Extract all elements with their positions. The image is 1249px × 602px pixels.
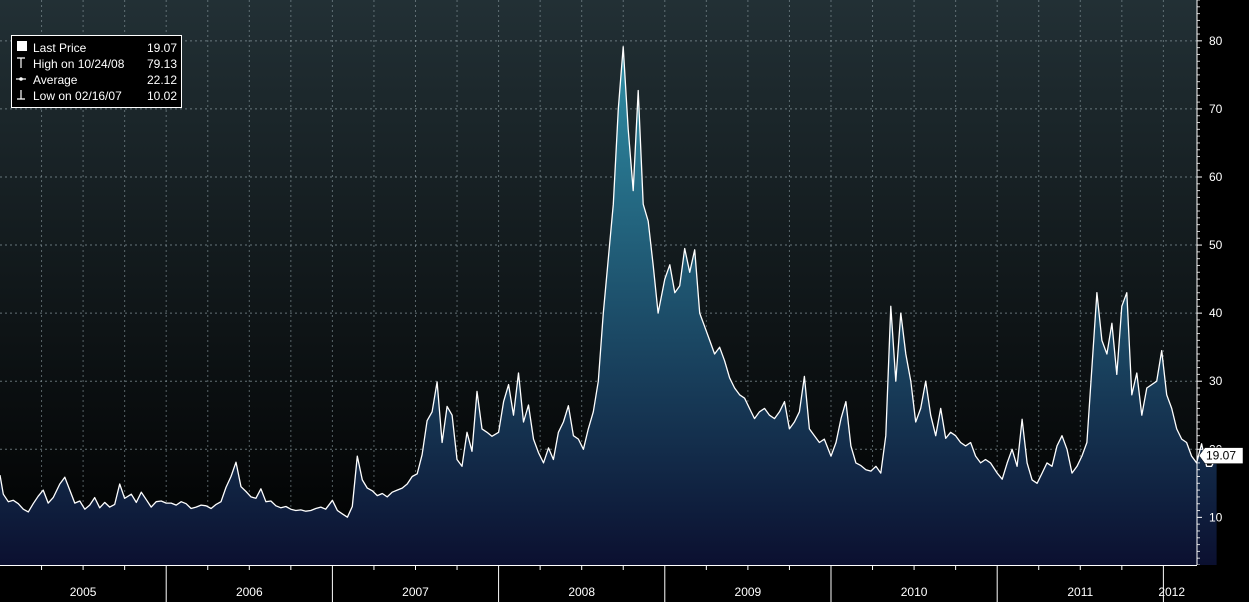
legend-value: 10.02	[147, 89, 177, 103]
x-tick-label: 2009	[735, 585, 762, 599]
series	[0, 46, 1218, 566]
legend-label: Low on 02/16/07	[33, 89, 122, 103]
x-tick-label: 2011	[1067, 585, 1093, 599]
y-tick-label: 10	[1209, 510, 1223, 524]
x-axis-band	[0, 565, 1249, 602]
x-tick-label: 2012	[1158, 585, 1185, 599]
y-tick-label: 60	[1209, 170, 1223, 184]
series-area	[0, 46, 1217, 566]
last-price-tag	[1198, 447, 1244, 464]
series-line	[0, 46, 1218, 518]
x-tick-label: 2010	[901, 585, 928, 599]
x-tick-label: 2006	[236, 585, 263, 599]
y-tick-label: 80	[1209, 34, 1223, 48]
y-tick-label: 40	[1209, 306, 1223, 320]
legend-value: 19.07	[147, 41, 177, 55]
y-tick-label: 50	[1209, 238, 1223, 252]
x-tick-label: 2007	[402, 585, 429, 599]
y-tick-label: 30	[1209, 374, 1223, 388]
legend-value: 22.12	[147, 73, 177, 87]
high-marker-icon	[17, 57, 25, 68]
legend: Last Price 19.07 High on 10/24/08 79.13 Aver…	[11, 35, 182, 108]
legend-label: High on 10/24/08	[33, 57, 125, 71]
legend-value: 79.13	[147, 57, 177, 71]
x-tick-label: 2005	[70, 585, 97, 599]
legend-box	[11, 35, 182, 108]
low-marker-icon	[17, 90, 25, 100]
average-marker-dot	[19, 77, 23, 81]
legend-label: Average	[33, 73, 78, 87]
legend-label: Last Price	[33, 41, 87, 55]
filled-square-icon	[17, 41, 27, 51]
x-tick-label: 2008	[568, 585, 595, 599]
y-tick-label: 70	[1209, 102, 1223, 116]
last-price-label: 19.07	[1206, 449, 1236, 463]
